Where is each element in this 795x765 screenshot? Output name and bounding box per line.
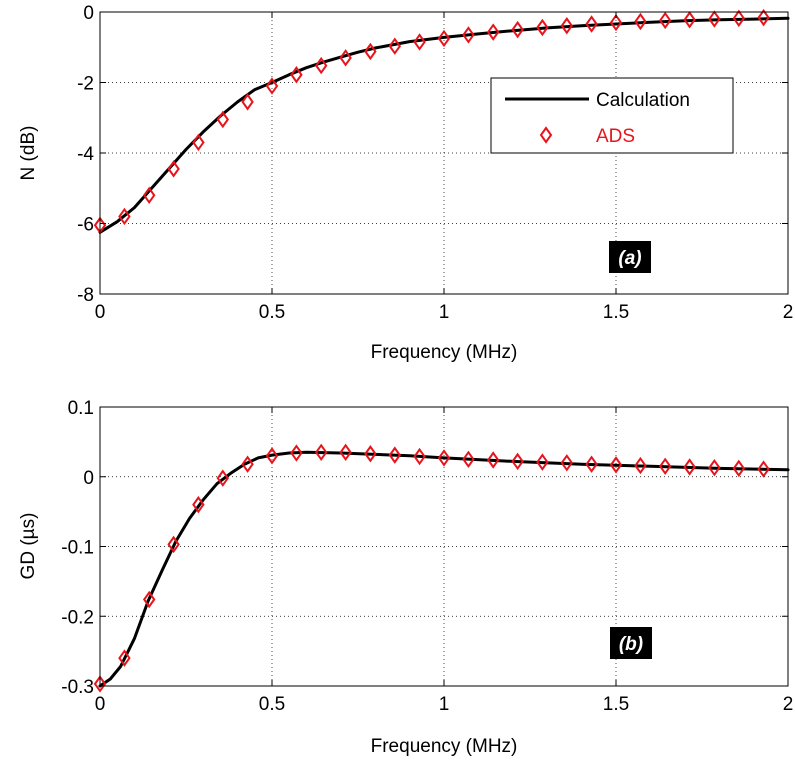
ads-marker: [265, 77, 279, 95]
y-tick-label: -6: [77, 215, 94, 236]
ads-marker: [462, 450, 475, 469]
ads-marker: [167, 535, 180, 554]
panel-label-b: (b): [610, 627, 652, 659]
legend-diamond-swatch: [539, 126, 553, 144]
ads-marker: [585, 15, 598, 33]
ads-marker: [708, 458, 721, 477]
ads-marker: [118, 649, 131, 667]
ads-marker: [732, 9, 746, 28]
ads-marker: [142, 590, 156, 609]
svg-text:(b): (b): [619, 634, 643, 655]
x-axis-label: Frequency (MHz): [371, 736, 518, 757]
ads-marker: [511, 452, 524, 471]
ads-marker: [93, 675, 107, 693]
ads-marker: [437, 29, 451, 48]
ads-marker: [388, 446, 402, 464]
x-tick-label: 0: [95, 694, 106, 715]
legend-label-calculation: Calculation: [596, 90, 690, 111]
y-tick-label: -0.3: [61, 677, 94, 698]
x-tick-label: 1.5: [603, 302, 629, 323]
x-tick-label: 0.5: [259, 694, 285, 715]
y-tick-label: 0: [83, 3, 94, 24]
ads-marker: [241, 455, 254, 473]
ads-marker: [757, 460, 770, 478]
chart-panel-b: 0 0.5 1 1.5 2 -0.3 -0.2 -0.1 0 0.1 Frequency (MHz…: [18, 398, 793, 757]
ads-marker: [265, 447, 279, 465]
ads-marker: [388, 37, 402, 55]
x-axis-label: Frequency (MHz): [371, 342, 518, 363]
ads-marker: [142, 186, 156, 205]
x-tick-label: 1: [439, 302, 450, 323]
x-tick-label: 1: [439, 694, 450, 715]
ads-marker: [339, 49, 352, 67]
panel-label-a: (a): [609, 241, 651, 273]
x-tick-label: 2: [783, 302, 794, 323]
ads-marker: [683, 11, 696, 29]
ads-marker: [413, 447, 426, 466]
ads-marker: [732, 459, 746, 478]
y-tick-label: -2: [77, 74, 94, 95]
ads-marker: [413, 33, 426, 51]
ads-marker: [486, 23, 500, 41]
ads-marker: [708, 10, 721, 28]
ads-marker: [364, 445, 377, 463]
y-tick-label: -0.1: [61, 538, 94, 559]
ads-marker: [192, 495, 205, 514]
ads-marker: [216, 469, 230, 487]
ads-marker: [290, 444, 303, 462]
ads-marker: [314, 443, 328, 462]
ads-marker: [536, 18, 549, 37]
ads-marker: [658, 457, 672, 476]
y-tick-label: -8: [77, 285, 94, 306]
x-tick-label: 1.5: [603, 694, 629, 715]
legend: Calculation ADS: [490, 77, 734, 154]
ads-marker: [241, 93, 254, 111]
x-tick-label: 2: [783, 694, 794, 715]
ads-marker: [192, 133, 205, 152]
ads-marker: [511, 20, 524, 39]
x-tick-label: 0: [95, 302, 106, 323]
ads-marker: [167, 160, 180, 178]
ads-marker: [118, 207, 131, 226]
ads-marker: [314, 56, 328, 75]
legend-label-ads: ADS: [596, 126, 635, 147]
ads-marker: [364, 42, 377, 61]
ads-marker: [437, 449, 451, 467]
ads-marker: [683, 458, 696, 476]
y-axis-label: N (dB): [18, 126, 39, 181]
x-tick-label: 0.5: [259, 302, 285, 323]
ads-marker: [757, 8, 770, 27]
y-axis-label: GD (µs): [18, 513, 39, 580]
y-tick-label: 0: [83, 468, 94, 489]
ads-marker: [216, 110, 230, 129]
ads-marker: [609, 456, 623, 474]
chart-panel-a: 0 0.5 1 1.5 2 -8 -6 -4 -2 0 Frequency (MHz) N (dB…: [18, 3, 793, 363]
ads-marker: [486, 451, 500, 469]
ads-marker: [560, 17, 574, 35]
ads-marker: [585, 455, 598, 473]
ads-marker: [339, 443, 352, 462]
ads-marker: [560, 454, 574, 472]
y-tick-label: -4: [77, 144, 94, 165]
ads-marker: [536, 453, 549, 471]
ads-marker: [634, 12, 647, 31]
y-tick-label: -0.2: [61, 607, 94, 628]
ads-marker: [462, 26, 475, 44]
ads-marker: [609, 13, 623, 32]
ads-marker: [634, 456, 647, 475]
ads-marker: [658, 11, 672, 30]
y-tick-label: 0.1: [68, 398, 94, 419]
ads-marker: [290, 66, 303, 84]
svg-text:(a): (a): [618, 248, 641, 269]
